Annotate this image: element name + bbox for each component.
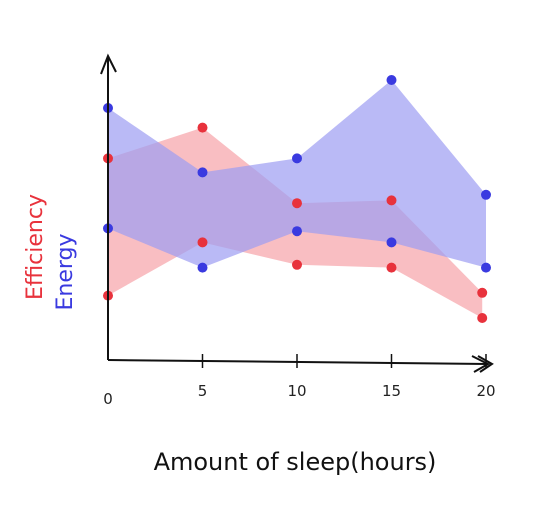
point-efficiency-lower-1 <box>197 237 208 248</box>
y-axis-label-efficiency: Efficiency <box>23 194 48 300</box>
point-energy-upper-3 <box>386 75 397 85</box>
point-energy-lower-1 <box>197 262 208 273</box>
point-efficiency-upper-2 <box>292 198 302 209</box>
point-efficiency-lower-4 <box>477 313 488 323</box>
x-tick-label-0: 0 <box>103 390 113 408</box>
point-efficiency-lower-3 <box>386 262 397 273</box>
point-energy-lower-2 <box>292 226 302 237</box>
point-energy-lower-4 <box>481 262 491 273</box>
point-energy-upper-2 <box>292 153 302 164</box>
point-efficiency-lower-2 <box>292 259 302 270</box>
x-tick-label-3: 15 <box>382 382 401 400</box>
x-tick-label-1: 5 <box>198 382 208 400</box>
chart-points <box>103 75 491 323</box>
point-energy-lower-3 <box>386 237 397 248</box>
point-efficiency-upper-4 <box>477 287 488 298</box>
x-axis-arrow-2 <box>477 355 494 373</box>
point-energy-upper-1 <box>197 167 208 178</box>
area-energy <box>108 80 486 268</box>
y-axis-label-energy: Energy <box>53 233 78 310</box>
point-efficiency-upper-1 <box>197 122 208 133</box>
y-axis-arrow <box>100 53 117 75</box>
point-efficiency-upper-3 <box>386 195 397 206</box>
x-axis-arrow <box>471 355 491 373</box>
x-axis <box>107 359 489 365</box>
x-tick-label-2: 10 <box>287 382 306 400</box>
x-tick-label-4: 20 <box>476 382 495 400</box>
x-axis-label: Amount of sleep(hours) <box>154 448 437 476</box>
x-tick-labels: 0 5 10 15 20 <box>103 382 495 408</box>
x-ticks <box>201 354 487 368</box>
point-energy-upper-4 <box>481 189 491 200</box>
